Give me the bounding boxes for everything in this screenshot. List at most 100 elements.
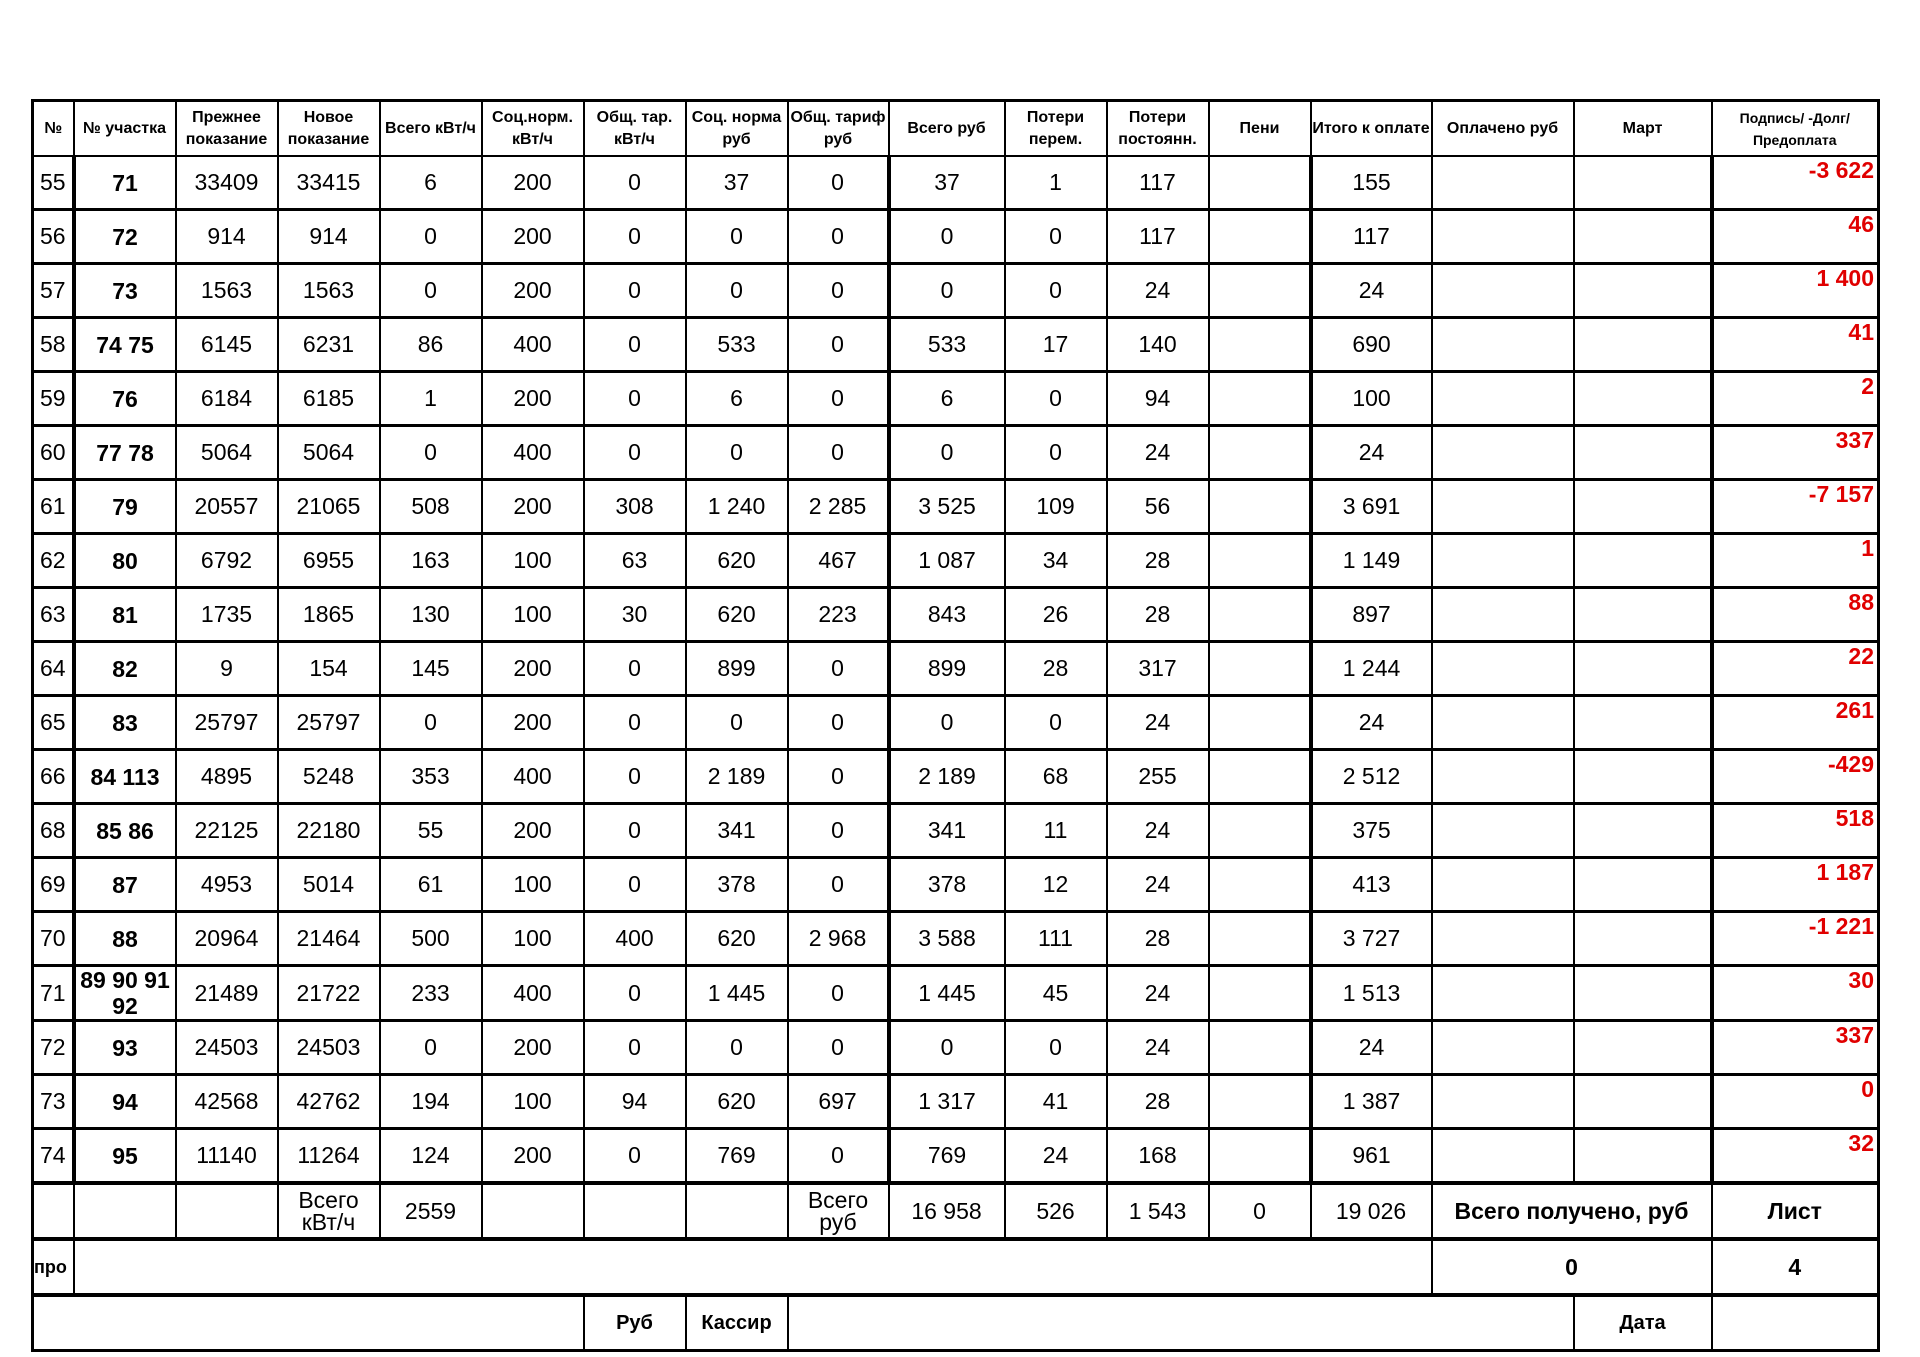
losses-variable: 0 (1003, 694, 1108, 751)
row-number: 74 (31, 1127, 75, 1185)
losses-variable: 34 (1003, 532, 1108, 589)
prev-reading: 4895 (174, 748, 279, 805)
total-rub: 769 (886, 1127, 1006, 1185)
total-due: 117 (1308, 208, 1433, 265)
common-tariff-rub: 223 (786, 586, 890, 643)
prev-reading: 42568 (174, 1073, 279, 1130)
common-tariff-rub: 0 (786, 155, 890, 211)
social-norm-kwh: 200 (480, 370, 585, 427)
debt-prepayment: 261 (1709, 694, 1880, 751)
plot-number: 71 (71, 155, 177, 211)
losses-constant: 255 (1105, 748, 1210, 805)
new-reading: 5014 (276, 856, 381, 913)
common-tariff-kwh: 0 (582, 640, 687, 697)
penalty (1207, 370, 1312, 427)
total-due: 3 727 (1308, 910, 1433, 967)
debt-prepayment: 1 (1709, 532, 1880, 589)
new-reading: 33415 (276, 155, 381, 211)
paid-rub (1430, 1019, 1575, 1076)
social-norm-rub: 620 (684, 910, 789, 967)
total-due: 24 (1308, 694, 1433, 751)
common-tariff-rub: 0 (786, 1127, 890, 1185)
social-norm-rub: 0 (684, 424, 789, 481)
losses-constant: 24 (1105, 964, 1210, 1022)
march (1572, 316, 1713, 373)
penalty (1207, 856, 1312, 913)
common-tariff-kwh: 0 (582, 1019, 687, 1076)
rub-label: Руб (582, 1293, 687, 1352)
common-tariff-rub: 0 (786, 694, 890, 751)
social-norm-kwh: 200 (480, 155, 585, 211)
paid-rub (1430, 208, 1575, 265)
plot-number: 85 86 (71, 802, 177, 859)
march (1572, 802, 1713, 859)
march (1572, 1073, 1713, 1130)
losses-variable: 12 (1003, 856, 1108, 913)
billing-table: № № участка Прежнее показание Новое показан… (31, 99, 1880, 1352)
march (1572, 910, 1713, 967)
debt-prepayment: 337 (1709, 1019, 1880, 1076)
plot-number: 83 (71, 694, 177, 751)
social-norm-kwh: 200 (480, 802, 585, 859)
penalty (1207, 964, 1312, 1022)
plot-number: 73 (71, 262, 177, 319)
paid-rub (1430, 1073, 1575, 1130)
social-norm-kwh: 200 (480, 1127, 585, 1185)
column-header: Март (1572, 99, 1713, 157)
losses-constant: 117 (1105, 155, 1210, 211)
total-penalty: 0 (1207, 1181, 1312, 1240)
debt-prepayment: -3 622 (1709, 155, 1880, 211)
common-tariff-kwh: 0 (582, 155, 687, 211)
table-row: 60 77 78 5064 5064 0 400 0 0 0 0 0 24 24 337 (31, 424, 1880, 481)
common-tariff-rub: 0 (786, 964, 890, 1022)
common-tariff-kwh: 0 (582, 262, 687, 319)
column-header: Прежнее показание (174, 99, 279, 157)
total-due: 1 149 (1308, 532, 1433, 589)
debt-prepayment: 46 (1709, 208, 1880, 265)
column-header: Пени (1207, 99, 1312, 157)
total-due: 1 244 (1308, 640, 1433, 697)
penalty (1207, 316, 1312, 373)
total-due: 690 (1308, 316, 1433, 373)
row-number: 58 (31, 316, 75, 373)
social-norm-rub: 0 (684, 208, 789, 265)
losses-variable: 0 (1003, 1019, 1108, 1076)
penalty (1207, 1127, 1312, 1185)
total-kwh: 0 (378, 424, 483, 481)
new-reading: 5248 (276, 748, 381, 805)
social-norm-rub: 620 (684, 532, 789, 589)
debt-prepayment: 337 (1709, 424, 1880, 481)
total-kwh: 61 (378, 856, 483, 913)
table-row: 56 72 914 914 0 200 0 0 0 0 0 117 117 46 (31, 208, 1880, 265)
losses-constant: 24 (1105, 802, 1210, 859)
march (1572, 694, 1713, 751)
social-norm-rub: 1 240 (684, 478, 789, 535)
total-kwh: 353 (378, 748, 483, 805)
row-number: 71 (31, 964, 75, 1022)
penalty (1207, 802, 1312, 859)
prev-reading: 25797 (174, 694, 279, 751)
penalty (1207, 532, 1312, 589)
common-tariff-rub: 2 968 (786, 910, 890, 967)
table-row: 57 73 1563 1563 0 200 0 0 0 0 0 24 24 1 400 (31, 262, 1880, 319)
total-kwh: 0 (378, 1019, 483, 1076)
penalty (1207, 694, 1312, 751)
total-rub-label: Всего руб (786, 1181, 890, 1240)
column-header: Подпись/ -Долг/Предоплата (1710, 99, 1880, 157)
column-header: Соц. норма руб (684, 99, 789, 157)
prev-reading: 6792 (174, 532, 279, 589)
total-kwh: 2559 (378, 1181, 483, 1240)
losses-constant: 117 (1105, 208, 1210, 265)
paid-rub (1430, 694, 1575, 751)
plot-number: 93 (71, 1019, 177, 1076)
social-norm-rub: 769 (684, 1127, 789, 1185)
total-due: 155 (1308, 155, 1433, 211)
losses-variable: 1 (1003, 155, 1108, 211)
total-kwh-label: Всего кВт/ч (276, 1181, 381, 1240)
paid-rub (1430, 1127, 1575, 1185)
common-tariff-rub: 0 (786, 262, 890, 319)
social-norm-kwh: 100 (480, 532, 585, 589)
total-kwh: 500 (378, 910, 483, 967)
header-row: № № участка Прежнее показание Новое показан… (31, 99, 1880, 157)
total-rub: 0 (886, 424, 1006, 481)
